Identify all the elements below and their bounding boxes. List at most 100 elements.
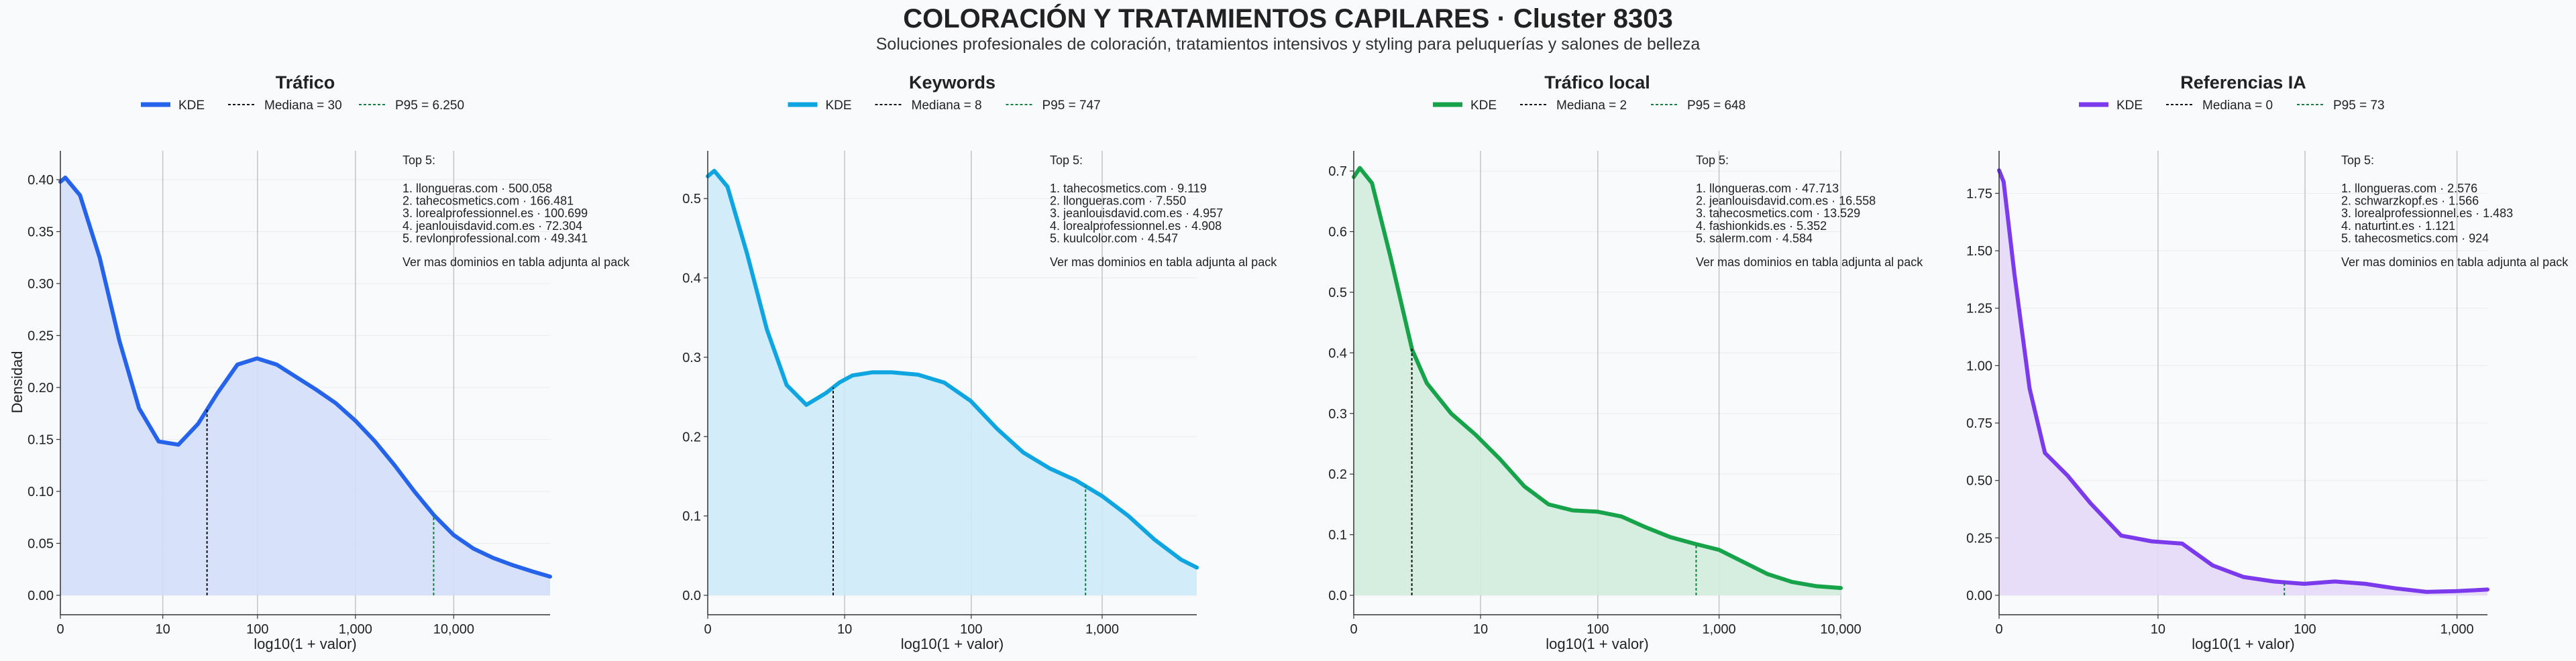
top5-item: 2. tahecosmetics.com · 166.481: [402, 194, 574, 208]
kde-line: [58, 175, 552, 579]
y-tick-label: 0.0: [1328, 589, 1347, 603]
y-tick-label: 0.25: [1966, 531, 1992, 546]
y-tick-label: 0.3: [682, 351, 701, 365]
y-tick-label: 0.2: [1328, 467, 1347, 482]
y-tick-label: 0.10: [28, 485, 54, 499]
y-tick-label: 0.75: [1966, 416, 1992, 431]
y-tick-label: 0.0: [682, 589, 701, 603]
page-subtitle: Soluciones profesionales de coloración, …: [875, 35, 1701, 54]
top5-item: 4. jeanlouisdavid.com.es · 72.304: [402, 219, 582, 233]
y-tick-label: 0.5: [682, 192, 701, 206]
x-tick-label: 100: [2294, 622, 2316, 637]
top5-item: 3. jeanlouisdavid.com.es · 4.957: [1050, 206, 1223, 220]
y-tick-label: 1.50: [1966, 244, 1992, 259]
top5-item: 1. llongueras.com · 47.713: [1696, 182, 1839, 195]
x-axis-label: log10(1 + valor): [2192, 636, 2294, 652]
top5-item: 4. lorealprofessionnel.es · 4.908: [1050, 219, 1222, 233]
x-tick-label: 1,000: [339, 622, 372, 637]
kde-fill-area: [60, 177, 550, 595]
x-tick-label: 10: [156, 622, 170, 637]
y-tick-label: 1.75: [1966, 186, 1992, 201]
legend-median-label: Mediana = 30: [264, 99, 342, 113]
x-tick-label: 100: [1587, 622, 1609, 637]
legend-p95-label: P95 = 648: [1687, 99, 1746, 113]
y-tick-label: 0.00: [28, 589, 54, 603]
x-tick-label: 100: [246, 622, 268, 637]
x-tick-label: 1,000: [1085, 622, 1119, 637]
x-tick-label: 0: [56, 622, 64, 637]
top5-footer: Ver mas dominios en tabla adjunta al pac…: [1696, 255, 1923, 269]
kde-line: [1352, 166, 1843, 591]
x-tick-label: 10: [2151, 622, 2165, 637]
y-tick-label: 0.1: [1328, 528, 1347, 543]
y-tick-label: 0.30: [28, 277, 54, 292]
y-tick-label: 0.40: [28, 173, 54, 188]
page-title: COLORACIÓN Y TRATAMIENTOS CAPILARES · Cl…: [903, 4, 1673, 34]
legend-kde-label: KDE: [826, 99, 852, 113]
top5-item: 2. llongueras.com · 7.550: [1050, 194, 1186, 208]
top5-footer: Ver mas dominios en tabla adjunta al pac…: [402, 255, 630, 269]
y-tick-label: 0.1: [682, 509, 701, 524]
kde-fill-area: [1354, 168, 1841, 596]
chart-title: Tráfico: [276, 72, 335, 93]
top5-footer: Ver mas dominios en tabla adjunta al pac…: [1050, 255, 1277, 269]
top5-item: 5. revlonprofessional.com · 49.341: [402, 231, 588, 245]
top5-item: 1. llongueras.com · 500.058: [402, 182, 552, 195]
legend-p95-label: P95 = 6.250: [395, 99, 464, 113]
chart-panel-3: Tráfico local KDE Mediana = 2 P95 = 648 0.0 0…: [1328, 72, 1923, 652]
x-tick-label: 10: [1473, 622, 1488, 637]
top5-heading: Top 5:: [2341, 154, 2374, 167]
y-tick-label: 0.7: [1328, 164, 1347, 179]
top5-item: 3. lorealprofessionnel.es · 100.699: [402, 206, 588, 220]
x-tick-label: 10: [837, 622, 852, 637]
y-tick-label: 0.3: [1328, 407, 1347, 422]
x-tick-label: 10,000: [433, 622, 474, 637]
top5-item: 3. tahecosmetics.com · 13.529: [1696, 206, 1860, 220]
top5-item: 3. lorealprofessionnel.es · 1.483: [2341, 206, 2513, 220]
legend-median-label: Mediana = 2: [1556, 99, 1627, 113]
chart-panel-4: Referencias IA KDE Mediana = 0 P95 = 73 0.00…: [1966, 72, 2569, 652]
chart-title: Tráfico local: [1544, 72, 1650, 93]
x-axis-label: log10(1 + valor): [254, 636, 356, 652]
top5-item: 4. fashionkids.es · 5.352: [1696, 219, 1827, 233]
top5-item: 2. schwarzkopf.es · 1.566: [2341, 194, 2479, 208]
top5-item: 1. tahecosmetics.com · 9.119: [1050, 182, 1207, 195]
x-tick-label: 0: [704, 622, 711, 637]
legend-median-label: Mediana = 0: [2202, 99, 2273, 113]
legend-kde-label: KDE: [2116, 99, 2143, 113]
x-axis-label: log10(1 + valor): [1546, 636, 1648, 652]
top5-heading: Top 5:: [402, 154, 435, 167]
legend-p95-label: P95 = 747: [1042, 99, 1101, 113]
x-tick-label: 0: [1350, 622, 1357, 637]
x-tick-label: 0: [1995, 622, 2002, 637]
chart-panel-1: Tráfico KDE Mediana = 30 P95 = 6.250 0.00 0.0…: [28, 72, 630, 652]
kde-line: [706, 168, 1199, 570]
kde-fill-area: [1999, 170, 2487, 596]
y-tick-label: 0.6: [1328, 225, 1347, 240]
y-tick-label: 0.2: [682, 430, 701, 444]
y-tick-label: 0.35: [28, 225, 54, 240]
top5-item: 5. salerm.com · 4.584: [1696, 231, 1813, 245]
legend-kde-label: KDE: [1470, 99, 1497, 113]
y-tick-label: 0.4: [682, 272, 701, 286]
top5-item: 4. naturtint.es · 1.121: [2341, 219, 2455, 233]
y-tick-label: 0.00: [1966, 589, 1992, 603]
y-tick-label: 0.50: [1966, 474, 1992, 489]
legend-kde-label: KDE: [178, 99, 205, 113]
kde-line: [1997, 168, 2489, 594]
chart-title: Keywords: [909, 72, 996, 93]
kde-fill-area: [708, 170, 1197, 596]
x-axis-label: log10(1 + valor): [901, 636, 1004, 652]
top5-item: 2. jeanlouisdavid.com.es · 16.558: [1696, 194, 1876, 208]
y-tick-label: 0.15: [28, 433, 54, 448]
y-tick-label: 0.5: [1328, 286, 1347, 300]
y-tick-label: 0.25: [28, 329, 54, 344]
x-tick-label: 100: [960, 622, 982, 637]
top5-item: 5. kuulcolor.com · 4.547: [1050, 231, 1178, 245]
y-tick-label: 1.00: [1966, 359, 1992, 373]
legend-p95-label: P95 = 73: [2333, 99, 2385, 113]
top5-item: 5. tahecosmetics.com · 924: [2341, 231, 2489, 245]
top5-heading: Top 5:: [1050, 154, 1083, 167]
y-tick-label: 0.4: [1328, 346, 1347, 361]
